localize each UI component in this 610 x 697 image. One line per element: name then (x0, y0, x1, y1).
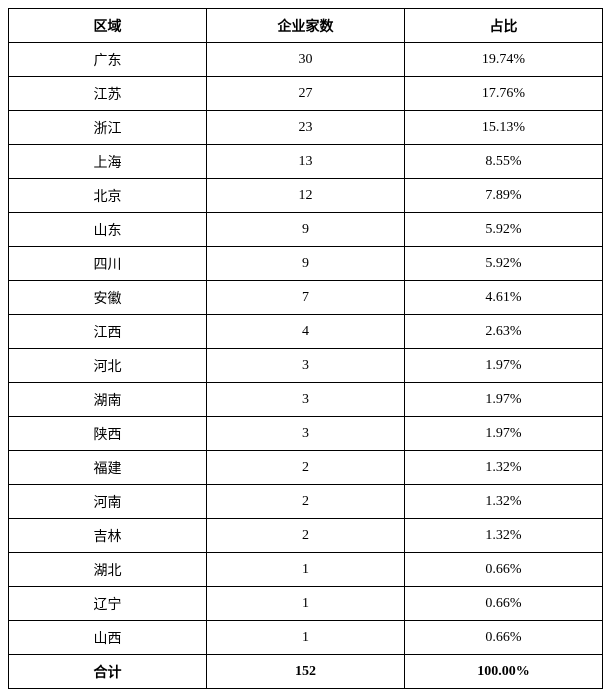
cell-count: 4 (207, 315, 405, 349)
table-row: 河北 3 1.97% (9, 349, 603, 383)
cell-pct: 17.76% (405, 77, 603, 111)
cell-region: 吉林 (9, 519, 207, 553)
cell-region: 辽宁 (9, 587, 207, 621)
cell-count: 1 (207, 587, 405, 621)
cell-pct: 8.55% (405, 145, 603, 179)
cell-count: 9 (207, 247, 405, 281)
total-pct: 100.00% (405, 655, 603, 689)
cell-count: 1 (207, 553, 405, 587)
cell-pct: 5.92% (405, 213, 603, 247)
header-count: 企业家数 (207, 9, 405, 43)
cell-pct: 7.89% (405, 179, 603, 213)
cell-pct: 1.97% (405, 349, 603, 383)
cell-pct: 0.66% (405, 587, 603, 621)
table-row: 辽宁 1 0.66% (9, 587, 603, 621)
table-row: 山西 1 0.66% (9, 621, 603, 655)
cell-pct: 15.13% (405, 111, 603, 145)
table-row: 陕西 3 1.97% (9, 417, 603, 451)
table-row: 吉林 2 1.32% (9, 519, 603, 553)
cell-region: 山东 (9, 213, 207, 247)
cell-region: 四川 (9, 247, 207, 281)
cell-pct: 0.66% (405, 553, 603, 587)
cell-pct: 0.66% (405, 621, 603, 655)
cell-count: 30 (207, 43, 405, 77)
cell-pct: 1.97% (405, 417, 603, 451)
cell-pct: 1.97% (405, 383, 603, 417)
cell-pct: 4.61% (405, 281, 603, 315)
cell-region: 江西 (9, 315, 207, 349)
table-row: 山东 9 5.92% (9, 213, 603, 247)
table-row: 安徽 7 4.61% (9, 281, 603, 315)
cell-count: 3 (207, 417, 405, 451)
table-total-row: 合计 152 100.00% (9, 655, 603, 689)
enterprise-region-table: 区域 企业家数 占比 广东 30 19.74% 江苏 27 17.76% 浙江 … (8, 8, 603, 689)
table-row: 浙江 23 15.13% (9, 111, 603, 145)
cell-count: 7 (207, 281, 405, 315)
header-region: 区域 (9, 9, 207, 43)
cell-region: 安徽 (9, 281, 207, 315)
cell-pct: 1.32% (405, 519, 603, 553)
cell-count: 3 (207, 383, 405, 417)
table-row: 北京 12 7.89% (9, 179, 603, 213)
table-row: 上海 13 8.55% (9, 145, 603, 179)
cell-count: 27 (207, 77, 405, 111)
cell-region: 江苏 (9, 77, 207, 111)
cell-region: 上海 (9, 145, 207, 179)
cell-region: 湖南 (9, 383, 207, 417)
cell-region: 山西 (9, 621, 207, 655)
cell-pct: 5.92% (405, 247, 603, 281)
table-row: 广东 30 19.74% (9, 43, 603, 77)
cell-count: 9 (207, 213, 405, 247)
cell-count: 23 (207, 111, 405, 145)
header-pct: 占比 (405, 9, 603, 43)
cell-count: 13 (207, 145, 405, 179)
cell-region: 浙江 (9, 111, 207, 145)
cell-pct: 19.74% (405, 43, 603, 77)
cell-count: 1 (207, 621, 405, 655)
total-count: 152 (207, 655, 405, 689)
table-row: 江西 4 2.63% (9, 315, 603, 349)
cell-region: 福建 (9, 451, 207, 485)
cell-region: 陕西 (9, 417, 207, 451)
table-row: 河南 2 1.32% (9, 485, 603, 519)
cell-pct: 2.63% (405, 315, 603, 349)
cell-count: 3 (207, 349, 405, 383)
cell-count: 2 (207, 451, 405, 485)
cell-region: 广东 (9, 43, 207, 77)
cell-pct: 1.32% (405, 485, 603, 519)
cell-pct: 1.32% (405, 451, 603, 485)
cell-count: 2 (207, 485, 405, 519)
table-row: 湖南 3 1.97% (9, 383, 603, 417)
cell-region: 河南 (9, 485, 207, 519)
table-row: 江苏 27 17.76% (9, 77, 603, 111)
cell-count: 12 (207, 179, 405, 213)
cell-region: 湖北 (9, 553, 207, 587)
table-row: 湖北 1 0.66% (9, 553, 603, 587)
cell-region: 河北 (9, 349, 207, 383)
table-header-row: 区域 企业家数 占比 (9, 9, 603, 43)
table-row: 福建 2 1.32% (9, 451, 603, 485)
cell-count: 2 (207, 519, 405, 553)
table-row: 四川 9 5.92% (9, 247, 603, 281)
total-region: 合计 (9, 655, 207, 689)
cell-region: 北京 (9, 179, 207, 213)
